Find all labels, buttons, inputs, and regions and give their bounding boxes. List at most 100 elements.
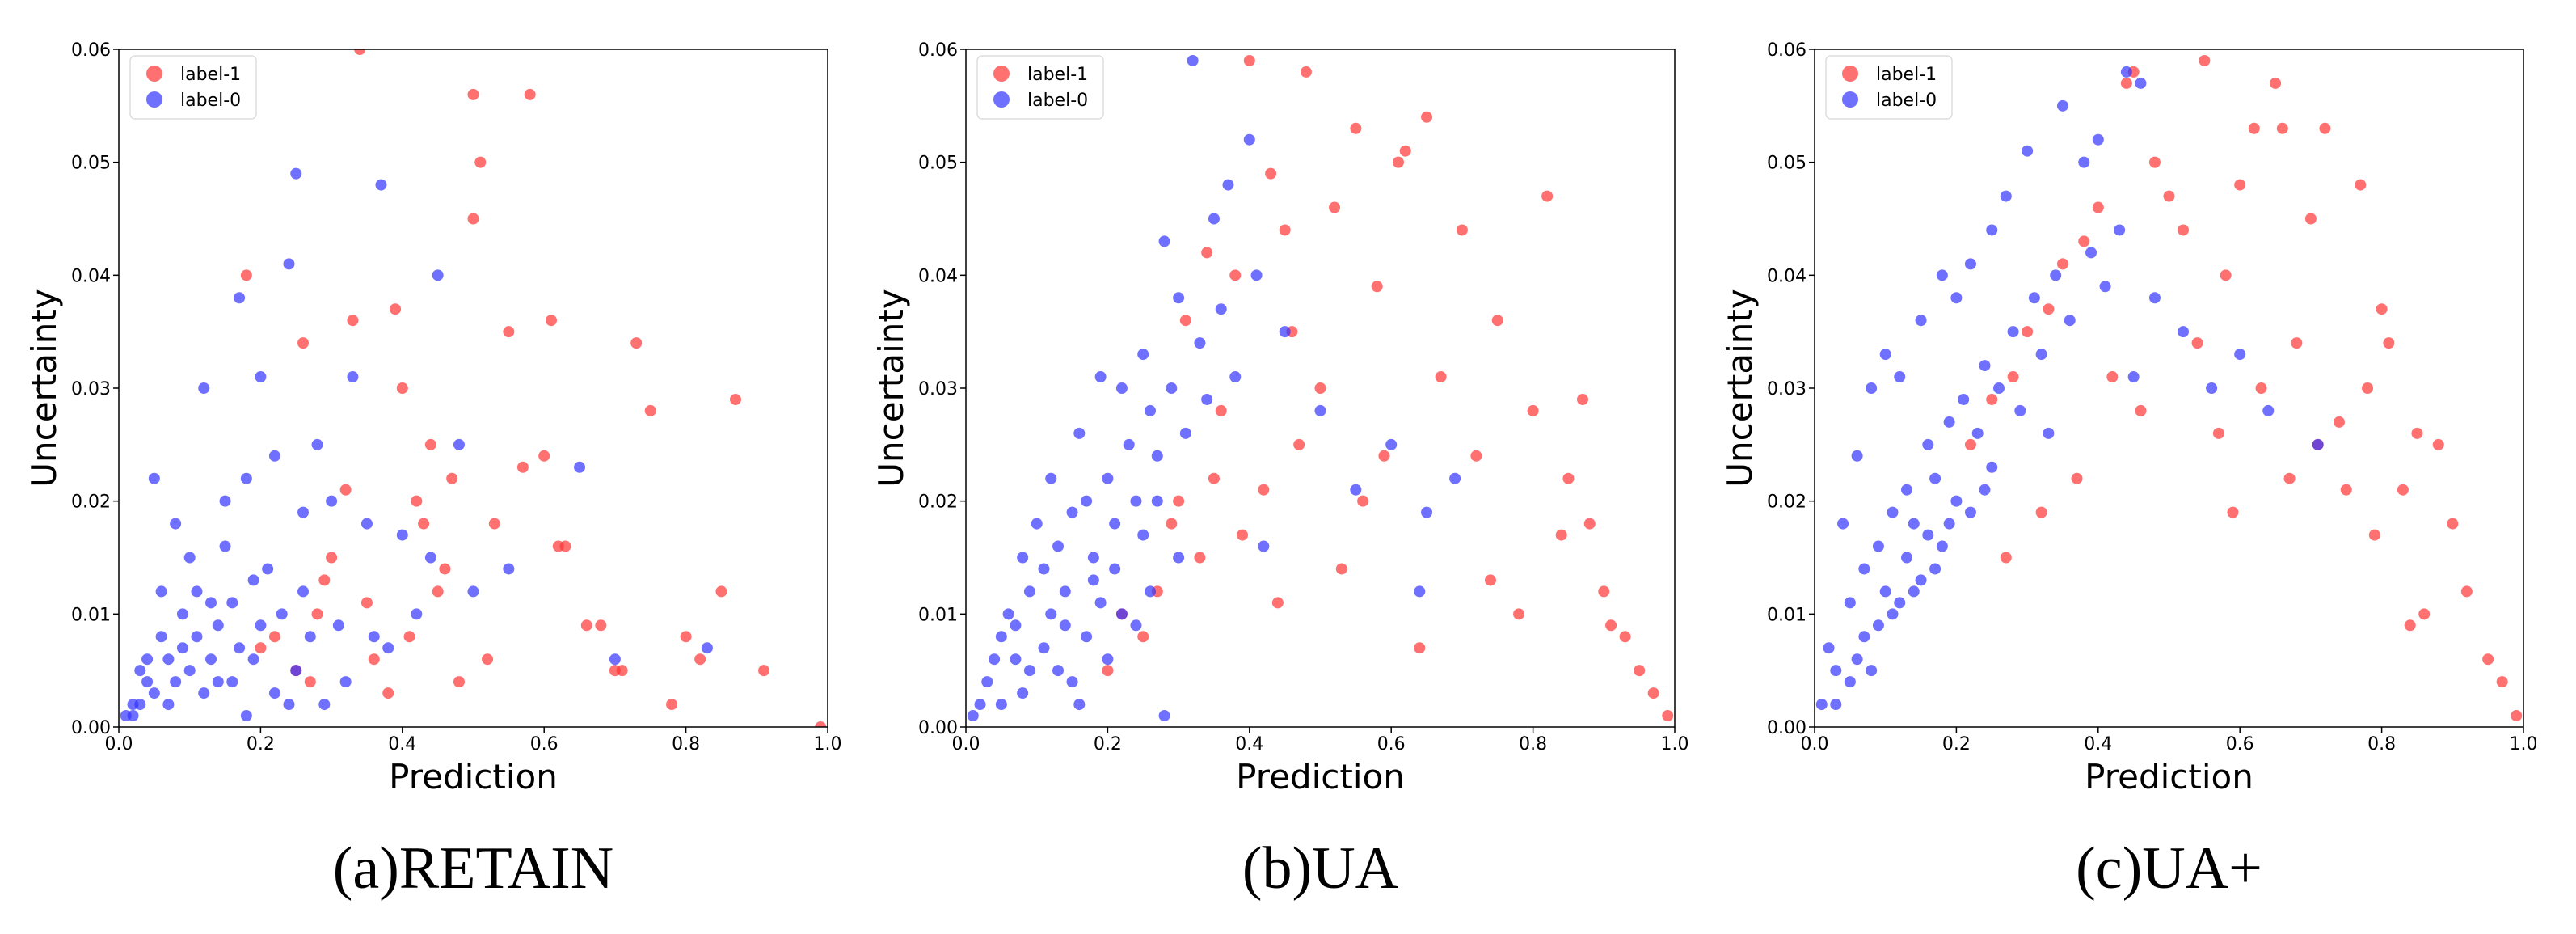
- point: [240, 472, 252, 484]
- point: [1243, 54, 1255, 66]
- y-tick-label: 0.04: [71, 266, 111, 286]
- point: [1851, 450, 1863, 462]
- point: [2255, 382, 2267, 394]
- point: [967, 710, 979, 722]
- legend-label: label-0: [180, 91, 241, 111]
- point: [2028, 292, 2040, 304]
- point: [1137, 529, 1149, 541]
- y-tick-label: 0.02: [918, 492, 958, 513]
- x-tick-label: 0.0: [952, 734, 980, 754]
- axes-frame: [118, 49, 828, 728]
- y-tick-label: 0.03: [918, 379, 958, 399]
- point: [1922, 529, 1934, 541]
- x-axis-label: Prediction: [1236, 757, 1405, 797]
- point: [1045, 472, 1057, 484]
- x-axis-label: Prediction: [389, 757, 558, 797]
- point: [339, 484, 352, 496]
- point: [729, 393, 741, 405]
- point: [2035, 349, 2047, 361]
- point: [1173, 495, 1185, 507]
- point: [2092, 133, 2104, 146]
- point: [1166, 382, 1178, 394]
- point: [290, 167, 302, 180]
- point: [2120, 77, 2132, 89]
- point: [240, 710, 252, 722]
- point: [2212, 427, 2224, 439]
- point: [1901, 484, 1913, 496]
- point: [390, 303, 402, 315]
- point: [467, 213, 479, 225]
- point: [432, 585, 444, 598]
- point: [2206, 382, 2218, 394]
- point: [545, 315, 557, 327]
- point: [424, 438, 436, 450]
- point: [2234, 349, 2246, 361]
- point: [347, 371, 359, 383]
- x-tick-label: 0.6: [1377, 734, 1406, 754]
- point: [1229, 371, 1242, 383]
- point: [1201, 247, 1213, 259]
- point: [474, 156, 487, 168]
- y-tick-label: 0.01: [918, 605, 958, 625]
- point: [2340, 484, 2352, 496]
- point: [276, 608, 288, 620]
- point: [304, 631, 316, 643]
- point: [141, 653, 154, 666]
- point: [1943, 416, 1955, 428]
- point: [411, 608, 423, 620]
- caption: (a)RETAIN: [333, 835, 614, 902]
- point: [1237, 529, 1249, 541]
- point: [2333, 416, 2345, 428]
- point: [141, 676, 154, 688]
- point: [318, 574, 331, 586]
- point: [1137, 349, 1149, 361]
- point: [1815, 699, 1828, 711]
- point: [2227, 506, 2239, 518]
- point: [1583, 518, 1596, 530]
- point: [311, 608, 323, 620]
- point: [1555, 529, 1567, 541]
- point: [212, 676, 224, 688]
- point: [1145, 404, 1157, 416]
- point: [1908, 518, 1920, 530]
- y-tick-label: 0.04: [1767, 266, 1807, 286]
- y-tick-label: 0.06: [918, 40, 958, 61]
- point: [446, 472, 458, 484]
- point: [1130, 619, 1142, 632]
- point: [1250, 269, 1263, 281]
- legend-label: label-1: [1027, 65, 1088, 85]
- point: [1964, 258, 1976, 270]
- x-tick-label: 0.4: [2084, 734, 2112, 754]
- point: [1187, 54, 1199, 66]
- point: [2120, 66, 2132, 78]
- point: [1166, 518, 1178, 530]
- point: [609, 653, 621, 666]
- legend-label: label-0: [1876, 91, 1937, 111]
- point: [134, 665, 146, 677]
- point: [1179, 427, 1191, 439]
- point: [1258, 540, 1270, 552]
- point: [1851, 653, 1863, 666]
- point: [2022, 145, 2034, 157]
- point: [226, 597, 238, 609]
- point: [1887, 608, 1899, 620]
- point: [2276, 122, 2288, 134]
- x-tick-label: 0.6: [530, 734, 559, 754]
- point: [1031, 518, 1043, 530]
- point: [1399, 145, 1411, 157]
- point: [995, 631, 1007, 643]
- point: [1271, 597, 1284, 609]
- point: [1894, 597, 1906, 609]
- point: [1194, 552, 1206, 564]
- x-tick-label: 0.2: [1942, 734, 1971, 754]
- point: [701, 642, 713, 654]
- point: [1073, 699, 1086, 711]
- point: [1073, 427, 1086, 439]
- point: [2283, 472, 2296, 484]
- point: [1830, 665, 1842, 677]
- point: [680, 631, 692, 643]
- point: [644, 404, 656, 416]
- point: [1872, 619, 1884, 632]
